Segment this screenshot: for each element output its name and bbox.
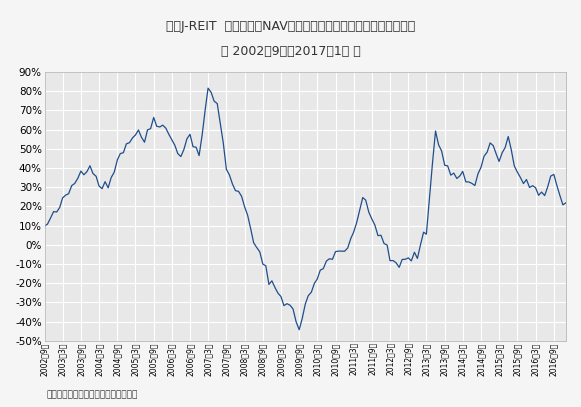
- Text: （ 2002年9月～2017年1月 ）: （ 2002年9月～2017年1月 ）: [221, 45, 360, 58]
- Text: （出所）三井住友トラスト基礎研究所: （出所）三井住友トラスト基礎研究所: [46, 390, 138, 399]
- Text: 東証J-REIT  時価総額のNAVに対するプレミアム・ディスカウント: 東証J-REIT 時価総額のNAVに対するプレミアム・ディスカウント: [166, 20, 415, 33]
